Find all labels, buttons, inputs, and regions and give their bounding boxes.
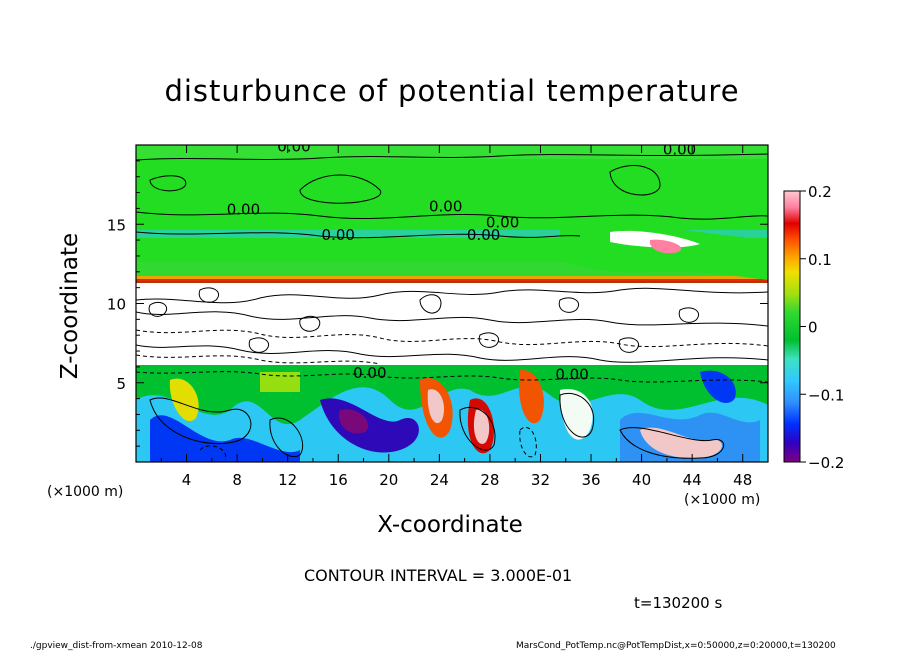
colorbar-tick-label: 0.2 <box>808 183 832 201</box>
contour-label: 0.00 <box>227 201 260 219</box>
x-tick-label: 16 <box>329 471 348 489</box>
x-axis-unit-left: (×1000 m) <box>47 484 124 500</box>
x-tick-label: 44 <box>683 471 702 489</box>
colorbar-tick-label: −0.2 <box>808 454 844 472</box>
heatmap-field: 0.00 0.000.00 0.000.000.00 0.000.00 0.00 <box>136 137 768 462</box>
y-axis-label: Z-coordinate <box>57 232 83 380</box>
contour-label: 0.00 <box>467 226 500 244</box>
x-tick-label: 28 <box>480 471 499 489</box>
colorbar-tick-label: 0 <box>808 319 818 337</box>
contour-label: 0.00 <box>663 141 696 159</box>
contour-label: 0.00 <box>555 366 588 384</box>
x-axis-label: X-coordinate <box>377 512 523 538</box>
x-tick-label: 24 <box>430 471 449 489</box>
y-tick-label: 10 <box>107 296 126 314</box>
contour-label: 0.00 <box>353 364 386 382</box>
footer-script-info: ./gpview_dist-from-xmean 2010-12-08 <box>30 641 203 651</box>
x-tick-label: 8 <box>232 471 242 489</box>
chart-title: disturbunce of potential temperature <box>164 74 740 108</box>
x-tick-label: 20 <box>379 471 398 489</box>
contour-interval-note: CONTOUR INTERVAL = 3.000E-01 <box>304 566 573 585</box>
colorbar-tick-label: 0.1 <box>808 251 832 269</box>
x-tick-label: 12 <box>278 471 297 489</box>
contour-label: 0.00 <box>322 226 355 244</box>
y-tick-label: 15 <box>107 216 126 234</box>
footer-file-info: MarsCond_PotTemp.nc@PotTempDist,x=0:5000… <box>516 641 836 651</box>
contour-label: 0.00 <box>486 213 519 231</box>
x-tick-label: 48 <box>733 471 752 489</box>
contour-label: 0.00 <box>429 198 462 216</box>
x-tick-label: 40 <box>632 471 651 489</box>
contour-label: 0.00 <box>277 137 310 155</box>
x-axis-unit-right: (×1000 m) <box>684 492 761 508</box>
colorbar-tick-label: −0.1 <box>808 386 844 404</box>
y-tick-label: 5 <box>116 375 126 393</box>
x-tick-label: 4 <box>182 471 192 489</box>
colorbar: 0.2 0.1 0 −0.1 −0.2 <box>783 183 844 472</box>
x-tick-label: 36 <box>581 471 600 489</box>
time-label: t=130200 s <box>634 594 723 612</box>
x-tick-label: 32 <box>531 471 550 489</box>
